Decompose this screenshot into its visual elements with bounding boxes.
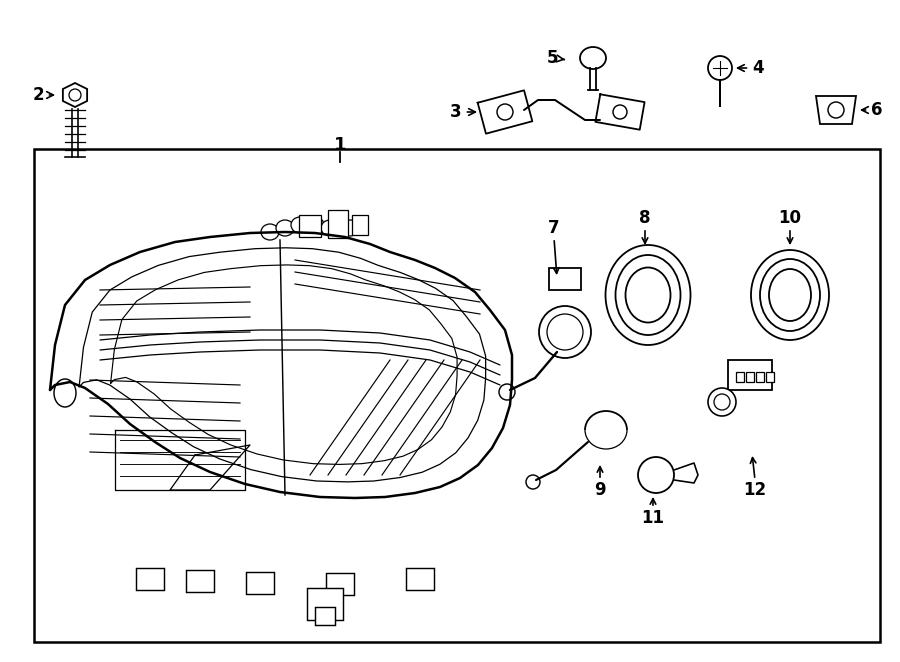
Bar [328, 210, 348, 238]
Bar [766, 372, 774, 382]
Ellipse shape [341, 220, 359, 236]
Circle shape [539, 306, 591, 358]
Ellipse shape [291, 217, 309, 233]
Ellipse shape [54, 379, 76, 407]
Bar [756, 372, 764, 382]
Ellipse shape [626, 267, 670, 322]
Circle shape [638, 457, 674, 493]
Bar [736, 372, 744, 382]
Polygon shape [816, 96, 856, 124]
Text: 5: 5 [547, 49, 564, 67]
Circle shape [69, 89, 81, 101]
Text: 9: 9 [594, 481, 606, 499]
Bar [307, 588, 343, 620]
Bar [246, 572, 274, 594]
Text: 2: 2 [32, 86, 53, 104]
Ellipse shape [616, 255, 680, 335]
Text: 3: 3 [450, 103, 475, 121]
Polygon shape [63, 83, 87, 107]
Ellipse shape [751, 250, 829, 340]
Ellipse shape [606, 245, 690, 345]
Text: 12: 12 [743, 481, 767, 499]
Circle shape [613, 105, 627, 119]
Circle shape [526, 475, 540, 489]
Circle shape [828, 102, 844, 118]
Bar [299, 215, 321, 237]
Ellipse shape [306, 217, 324, 233]
Ellipse shape [261, 224, 279, 240]
Bar [746, 372, 754, 382]
Circle shape [714, 394, 730, 410]
Bar [406, 568, 434, 590]
Bar [549, 268, 581, 290]
Ellipse shape [321, 220, 339, 236]
Circle shape [708, 388, 736, 416]
Circle shape [497, 104, 513, 120]
Circle shape [547, 314, 583, 350]
Bar [34, 149, 880, 642]
Ellipse shape [631, 274, 665, 316]
Text: 1: 1 [334, 136, 346, 154]
Text: 8: 8 [639, 209, 651, 227]
Bar [136, 568, 164, 590]
Ellipse shape [760, 259, 820, 331]
Bar [352, 215, 368, 235]
Text: 7: 7 [548, 219, 560, 237]
Bar [326, 573, 354, 595]
Bar [728, 360, 772, 390]
Text: 11: 11 [642, 509, 664, 527]
Text: 10: 10 [778, 209, 802, 227]
Bar [186, 570, 214, 592]
Text: 4: 4 [738, 59, 764, 77]
Circle shape [708, 56, 732, 80]
Ellipse shape [769, 269, 811, 321]
Ellipse shape [276, 220, 294, 236]
Bar [315, 607, 335, 625]
Ellipse shape [580, 47, 606, 69]
Text: 6: 6 [861, 101, 883, 119]
Circle shape [499, 384, 515, 400]
